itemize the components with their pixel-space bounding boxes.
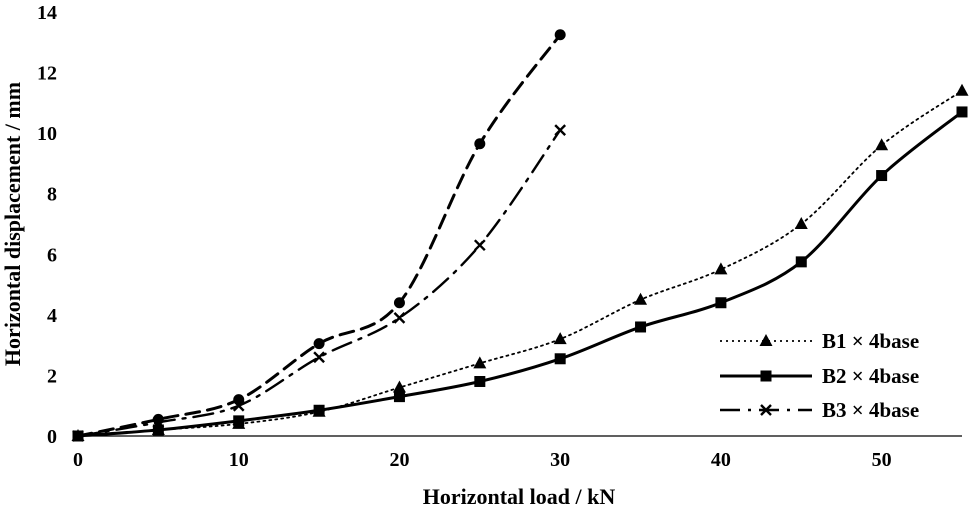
data-point-circle bbox=[313, 338, 325, 350]
data-point-square bbox=[152, 424, 164, 436]
legend-marker-x bbox=[760, 404, 772, 416]
y-tick-label: 8 bbox=[47, 184, 57, 206]
data-point-circle bbox=[393, 297, 405, 309]
data-point-circle bbox=[233, 394, 245, 406]
x-tick-label: 40 bbox=[711, 449, 731, 471]
data-point-triangle bbox=[794, 217, 808, 229]
legend-label-b1: B1 × 4base bbox=[822, 329, 919, 353]
data-point-square bbox=[956, 106, 968, 118]
data-point-triangle bbox=[473, 356, 487, 369]
data-point-circle bbox=[554, 29, 566, 41]
y-tick-label: 0 bbox=[47, 426, 57, 448]
data-point-square bbox=[233, 415, 245, 427]
x-tick-label: 20 bbox=[389, 449, 409, 471]
legend: B1 × 4base B2 × 4base B3 × 4base bbox=[720, 329, 919, 422]
legend-marker-square bbox=[760, 370, 772, 382]
legend-marker-triangle bbox=[759, 334, 773, 346]
data-point-x bbox=[554, 124, 567, 136]
data-point-square bbox=[313, 404, 325, 416]
x-tick-label: 50 bbox=[872, 449, 892, 471]
y-axis-title: Horizontal displacement / mm bbox=[0, 82, 25, 366]
series-line-3 bbox=[76, 128, 562, 438]
x-tick-label: 30 bbox=[550, 449, 570, 471]
legend-entry-b3: B3 × 4base bbox=[720, 398, 919, 422]
data-point-x bbox=[473, 239, 486, 252]
data-point-square bbox=[876, 170, 888, 182]
data-point-triangle bbox=[955, 83, 969, 96]
x-axis-title: Horizontal load / kN bbox=[423, 484, 616, 509]
data-point-x bbox=[313, 351, 325, 364]
data-point-circle bbox=[152, 413, 164, 425]
data-point-circle bbox=[474, 138, 486, 150]
tick-labels: 0 10 20 30 40 50 0 2 4 6 8 10 12 14 bbox=[37, 2, 892, 471]
data-point-square bbox=[635, 321, 647, 333]
series-markers bbox=[71, 29, 969, 442]
data-point-square bbox=[393, 391, 405, 403]
y-tick-label: 10 bbox=[37, 123, 57, 145]
data-point-triangle bbox=[875, 138, 889, 151]
y-tick-label: 6 bbox=[47, 244, 57, 266]
x-tick-label: 10 bbox=[229, 449, 249, 471]
legend-label-b2: B2 × 4base bbox=[822, 364, 919, 388]
legend-label-b3: B3 × 4base bbox=[822, 398, 919, 422]
data-point-triangle bbox=[634, 292, 648, 305]
data-point-triangle bbox=[714, 262, 728, 275]
data-point-x bbox=[393, 312, 406, 324]
y-tick-label: 2 bbox=[47, 365, 57, 387]
data-point-triangle bbox=[392, 380, 406, 393]
y-tick-label: 4 bbox=[47, 305, 57, 327]
data-point-triangle bbox=[553, 332, 567, 345]
data-point-square bbox=[715, 297, 727, 309]
legend-entry-b2: B2 × 4base bbox=[720, 364, 919, 388]
x-tick-label: 0 bbox=[73, 449, 83, 471]
data-point-square bbox=[795, 256, 807, 268]
y-tick-label: 14 bbox=[37, 2, 57, 24]
data-point-square bbox=[554, 353, 566, 365]
data-point-circle bbox=[72, 430, 84, 442]
data-point-square bbox=[474, 375, 486, 387]
legend-entry-b1: B1 × 4base bbox=[720, 329, 919, 353]
y-tick-label: 12 bbox=[37, 63, 57, 85]
